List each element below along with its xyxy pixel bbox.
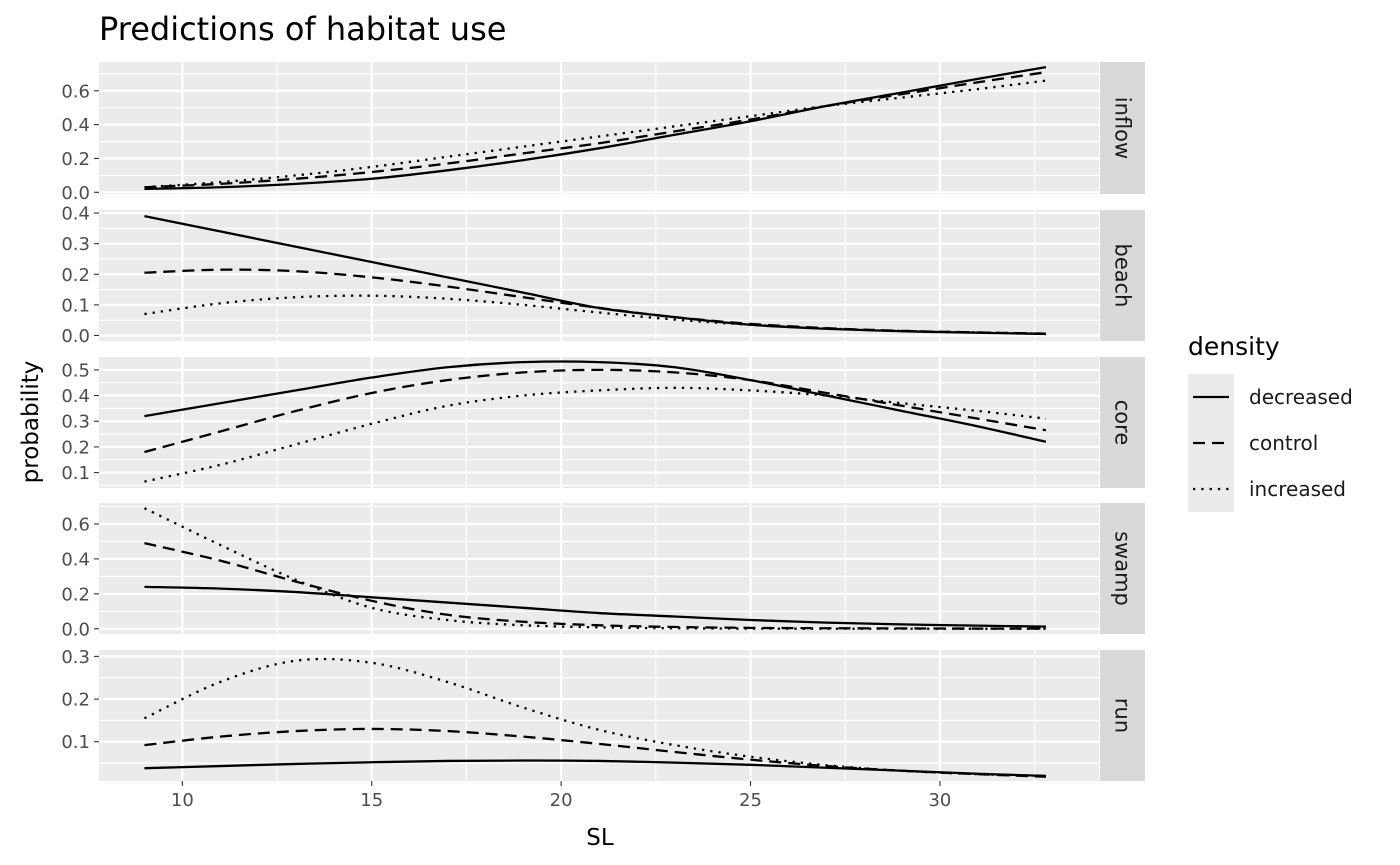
chart-title: Predictions of habitat use [99,10,506,48]
y-tick-label: 0.1 [61,732,90,753]
series-line-increased-run [143,657,1046,778]
facet-strip-label: run [1111,698,1135,733]
legend-label: increased [1249,477,1346,501]
panel-background [99,503,1099,634]
series-line-increased-core [144,386,1047,483]
facet-strip [1100,62,1145,194]
panel-core: 0.1 0.2 0.3 0.4 0.5 core [61,357,1145,488]
facet-strip [1100,503,1145,634]
x-axis: 10 15 20 25 30 [171,781,951,811]
x-tick-label: 25 [739,790,762,811]
y-tick-label: 0.4 [61,115,90,136]
legend-label: decreased [1249,385,1353,409]
series-line-decreased-swamp [144,585,1046,628]
y-tick-label: 0.6 [61,514,90,535]
y-tick-label: 0.3 [61,647,90,668]
y-axis-title: probability [18,361,44,484]
y-tick-label: 0.1 [61,463,90,484]
legend-title: density [1188,332,1280,361]
x-tick-label: 20 [550,790,573,811]
y-tick-label: 0.4 [61,386,90,407]
y-tick-label: 0.4 [61,549,90,570]
panel-run: 0.1 0.2 0.3 run [61,647,1145,781]
panel-background [99,357,1099,488]
facet-strip [1100,357,1145,488]
legend-item-increased: increased [1188,466,1346,512]
panel-swamp: 0.0 0.2 0.4 0.6 swamp [61,503,1145,640]
y-tick-label: 0.2 [61,437,90,458]
panel-background [99,62,1099,194]
y-tick-label: 0.2 [61,265,90,286]
series-line-decreased-core [144,360,1047,443]
facet-strip [1100,650,1145,781]
legend: density decreased control increased [1188,332,1353,512]
y-tick-label: 0.6 [61,81,90,102]
facet-strip-label: inflow [1111,97,1135,159]
y-tick-label: 0.0 [61,183,90,204]
x-tick-label: 30 [928,790,951,811]
legend-item-control: control [1188,420,1318,466]
y-tick-label: 0.0 [61,326,90,347]
y-tick-label: 0.2 [61,149,90,170]
panel-background [99,210,1099,341]
panel-inflow: 0.0 0.2 0.4 0.6 inflow [61,62,1145,204]
panel-background [99,650,1099,781]
facet-strip-label: swamp [1111,531,1135,606]
x-axis-title: SL [586,825,614,851]
y-tick-label: 0.1 [61,295,90,316]
facet-strip-label: core [1111,400,1135,446]
y-tick-label: 0.3 [61,234,90,255]
facet-strip [1100,210,1145,341]
y-tick-label: 0.2 [61,690,90,711]
x-tick-label: 10 [171,790,194,811]
facet-panels: 0.00.20.40.6inflow0.00.10.20.30.4beach0.… [61,62,1145,781]
y-tick-label: 0.3 [61,412,90,433]
series-line-decreased-inflow [144,65,1047,191]
y-tick-label: 0.2 [61,584,90,605]
panel-beach: 0.0 0.1 0.2 0.3 0.4 beach [61,204,1145,347]
x-tick-label: 15 [360,790,383,811]
series-line-increased-inflow [144,79,1047,189]
legend-item-decreased: decreased [1188,374,1353,420]
series-line-control-inflow [144,71,1047,189]
series-line-control-beach [144,268,1046,335]
series-line-control-core [144,368,1047,454]
series-line-control-swamp [144,542,1046,630]
y-tick-label: 0.4 [61,204,90,225]
facet-strip-label: beach [1111,244,1135,308]
y-tick-label: 0.0 [61,619,90,640]
legend-label: control [1249,431,1318,455]
y-tick-label: 0.5 [61,360,90,381]
